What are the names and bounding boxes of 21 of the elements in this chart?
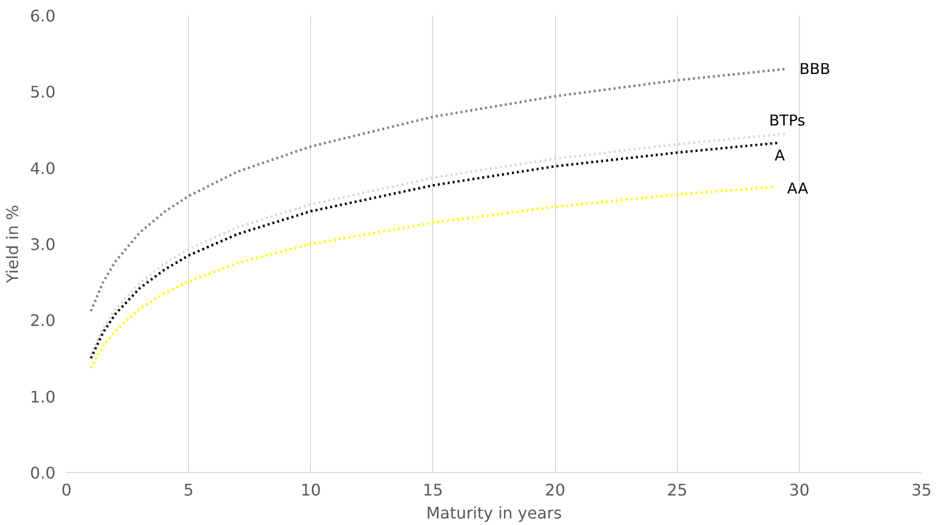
- y-tick-label: 6.0: [30, 6, 56, 26]
- x-tick-label: 5: [184, 480, 194, 500]
- y-tick-label: 4.0: [30, 158, 56, 178]
- x-tick-label: 20: [544, 480, 566, 500]
- y-tick-label: 0.0: [30, 464, 56, 482]
- x-tick-label: 35: [911, 480, 932, 500]
- y-tick-label: 3.0: [30, 235, 56, 254]
- x-tick-label: 25: [667, 480, 688, 500]
- x-tick-label: 10: [300, 480, 321, 500]
- y-tick-label: 1.0: [30, 387, 56, 406]
- series-label: BTPs: [769, 112, 806, 130]
- series-label: BBB: [799, 60, 830, 78]
- y-tick-label: 5.0: [30, 82, 56, 102]
- y-axis-title: Yield in %: [3, 204, 22, 284]
- series-label: A: [774, 146, 786, 165]
- x-tick-label: 0: [61, 480, 72, 500]
- series-label: AA: [787, 179, 809, 198]
- x-axis-title: Maturity in years: [426, 504, 562, 522]
- y-tick-label: 2.0: [30, 311, 56, 330]
- x-tick-label: 15: [422, 480, 444, 500]
- x-tick-label: 30: [789, 480, 810, 500]
